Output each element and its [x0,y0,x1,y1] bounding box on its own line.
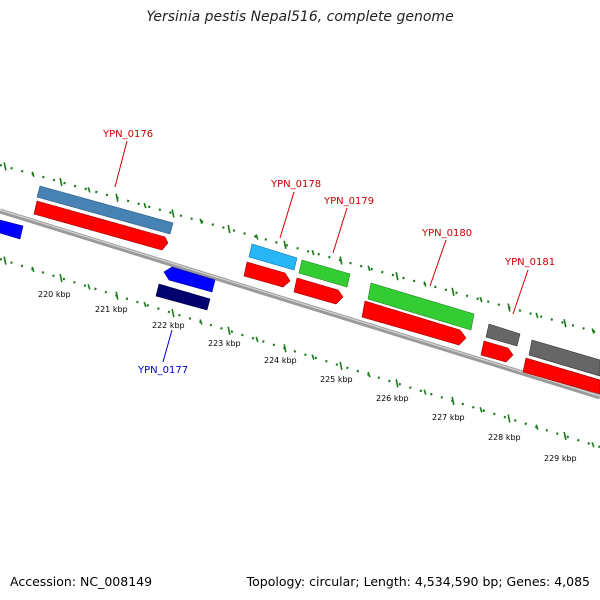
cds-arrow-forward[interactable] [293,277,344,305]
cds-arrow-reverse[interactable] [163,266,216,293]
kbp-label: 229 kbp [544,454,577,463]
tick-mark [479,296,483,303]
kbp-label: 228 kbp [488,433,521,442]
tick-mark [339,256,343,265]
tick-mark [423,389,427,395]
tick-mark [255,336,259,343]
tick-mark [171,209,175,218]
tick-mark [311,354,315,360]
cds-arrow-forward[interactable] [522,357,600,395]
kbp-label: 224 kbp [264,356,297,365]
tick-mark [171,309,175,318]
genome-stats: Topology: circular; Length: 4,534,590 bp… [246,574,590,589]
kbp-label: 221 kbp [95,305,128,314]
tick-mark [563,431,567,441]
tick-mark [367,265,371,272]
cds-arrow-forward[interactable] [361,300,467,346]
tick-mark [31,266,35,273]
tick-mark [535,312,539,319]
tick-mark [507,414,511,423]
gene-label-ypn-0178[interactable]: YPN_0178 [270,179,321,190]
tick-mark [31,171,35,177]
cds-block-navy[interactable] [155,283,211,311]
features-layer [0,185,600,395]
tick-mark [115,193,119,202]
cds-block-steelblue[interactable] [36,185,174,235]
cds-arrow-forward[interactable] [480,340,514,363]
cds-arrow-forward[interactable] [33,200,169,251]
accession-text: Accession: NC_008149 [10,574,153,589]
cds-arrow-forward[interactable] [243,261,291,288]
tick-mark [395,272,399,281]
cds-block-lightblue[interactable] [248,243,298,271]
tick-mark [339,361,343,371]
major-ticks [3,162,595,448]
cds-block-green[interactable] [298,259,351,288]
tick-mark [143,202,147,209]
tick-mark [479,406,483,413]
tick-mark [311,249,315,256]
tick-mark [591,328,595,334]
gene-label-ypn-0176[interactable]: YPN_0176 [102,129,153,140]
tick-mark [3,256,7,265]
tick-mark [59,273,63,283]
tick-mark [255,234,259,240]
kbp-label: 222 kbp [152,321,185,330]
tick-mark [367,371,371,378]
gene-labels: YPN_0176 YPN_0177 YPN_0178 YPN_0179 YPN_… [102,129,555,376]
tick-mark [591,442,595,448]
outer-tick-ring [0,163,600,335]
kbp-label: 220 kbp [38,290,71,299]
tick-mark [535,424,539,431]
map-title: Yersinia pestis Nepal516, complete genom… [146,9,454,25]
tick-mark [59,177,63,187]
kbp-label: 226 kbp [376,394,409,403]
tick-mark [87,187,91,193]
tick-mark [87,284,91,290]
gene-label-ypn-0179[interactable]: YPN_0179 [323,196,374,207]
gene-label-ypn-0177[interactable]: YPN_0177 [137,365,188,376]
tick-mark [283,240,287,249]
genome-backbone [0,208,600,400]
kbp-label: 225 kbp [320,375,353,384]
tick-mark [143,301,147,308]
tick-mark [423,281,427,287]
gene-label-ypn-0181[interactable]: YPN_0181 [504,257,555,268]
tick-mark [451,287,455,296]
kbp-labels: 220 kbp 221 kbp 222 kbp 223 kbp 224 kbp … [38,290,577,463]
tick-mark [3,162,7,171]
tick-mark [283,344,287,353]
tick-mark [199,319,203,325]
kbp-label: 223 kbp [208,339,241,348]
tick-mark [563,319,567,328]
tick-mark [507,303,511,312]
tick-mark [451,396,455,406]
cds-block-gray[interactable] [485,323,521,347]
cds-block-green[interactable] [367,282,475,331]
label-leaders [114,140,529,363]
tick-mark [199,218,203,225]
tick-mark [227,326,231,335]
cds-arrow-reverse-left[interactable] [0,219,24,240]
tick-mark [395,379,399,388]
gene-label-ypn-0180[interactable]: YPN_0180 [421,228,472,239]
cds-block-gray[interactable] [528,339,600,377]
tick-mark [115,291,119,300]
tick-mark [227,224,231,234]
kbp-label: 227 kbp [432,413,465,422]
